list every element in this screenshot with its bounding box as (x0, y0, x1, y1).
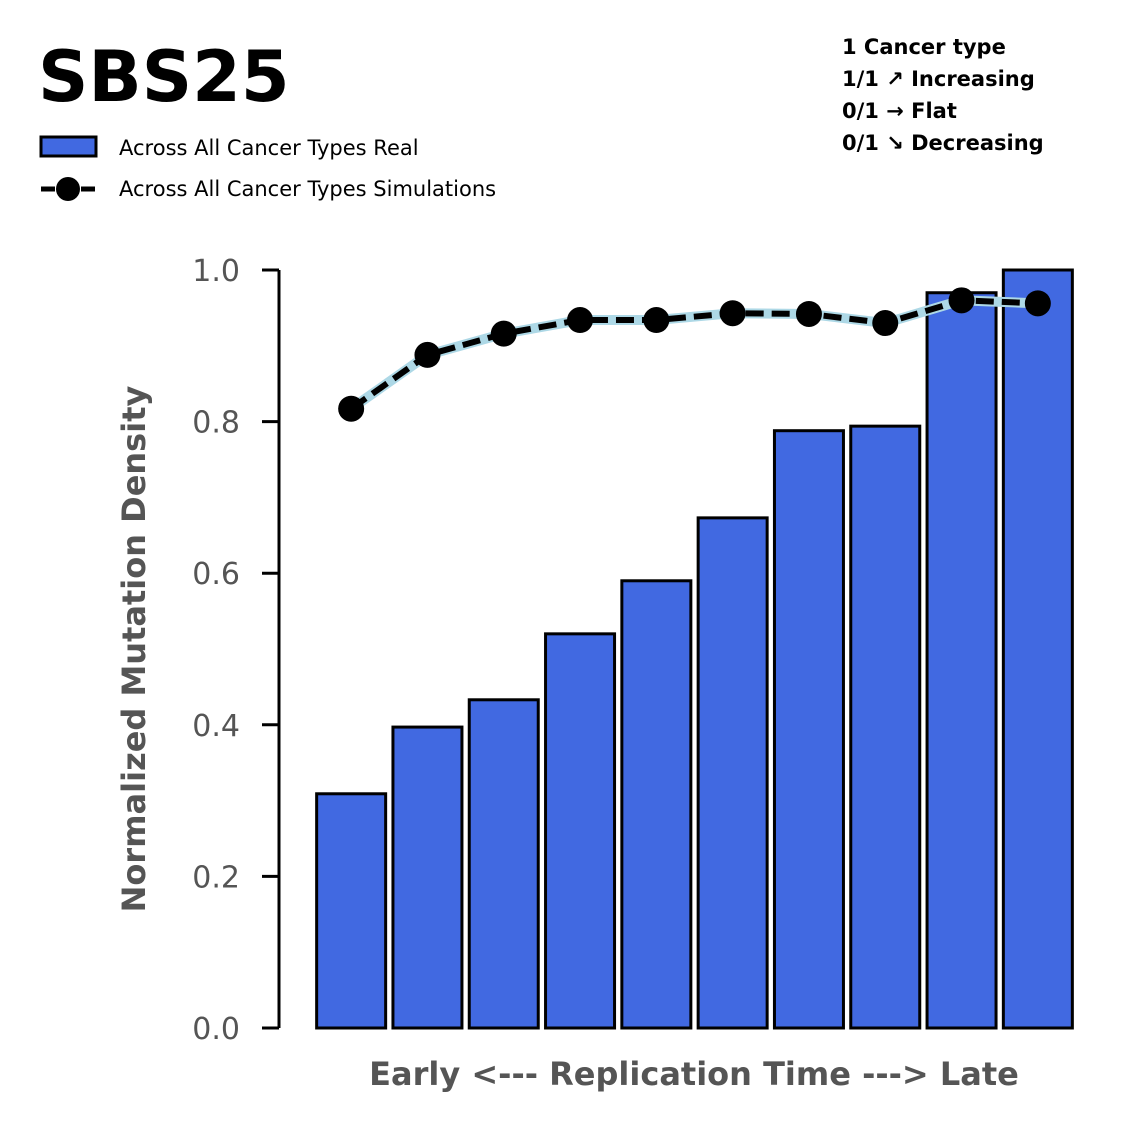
bar (315, 792, 388, 1030)
annotation-line: 0/1 ↘ Decreasing (842, 131, 1044, 155)
chart-title: SBS25 (38, 36, 290, 118)
annotation-line: 1/1 ↗ Increasing (842, 67, 1035, 91)
simulation-point (490, 320, 517, 347)
simulation-point (1024, 290, 1051, 317)
y-tick-label: 0.6 (192, 557, 240, 592)
y-axis: 0.0 0.2 0.4 0.6 0.8 1.0 (192, 254, 281, 1047)
bar (467, 698, 540, 1030)
bar (772, 429, 845, 1030)
legend-swatch-real (39, 135, 98, 158)
simulation-point (872, 310, 899, 337)
simulation-point (719, 300, 746, 327)
legend: Across All Cancer Types Real Across All … (39, 135, 496, 201)
bar (696, 516, 769, 1030)
legend-marker-sim (56, 177, 80, 201)
simulation-point (643, 307, 670, 334)
y-tick-label: 0.4 (192, 709, 240, 744)
y-tick-label: 0.8 (192, 406, 240, 441)
y-tick-label: 1.0 (192, 254, 240, 289)
bar (925, 291, 998, 1030)
y-axis-label: Normalized Mutation Density (115, 386, 153, 913)
legend-label-sim: Across All Cancer Types Simulations (119, 177, 496, 201)
annotation-line: 1 Cancer type (842, 35, 1006, 59)
stats-annotation: 1 Cancer type 1/1 ↗ Increasing 0/1 → Fla… (842, 35, 1044, 155)
simulation-point (414, 341, 441, 368)
bar (1001, 268, 1074, 1030)
bar (544, 632, 617, 1030)
simulation-dashed-line (349, 297, 1038, 412)
x-axis-label: Early <--- Replication Time ---> Late (369, 1055, 1019, 1093)
bar (849, 424, 922, 1030)
simulation-point (948, 287, 975, 314)
simulation-point (567, 307, 594, 334)
simulation-line (338, 287, 1051, 422)
annotation-line: 0/1 → Flat (842, 99, 957, 123)
simulation-point (795, 300, 822, 327)
bars (315, 268, 1074, 1030)
bar (620, 579, 693, 1030)
simulation-point (338, 395, 365, 422)
bar (391, 725, 464, 1030)
legend-label-real: Across All Cancer Types Real (119, 136, 419, 160)
y-tick-label: 0.2 (192, 860, 240, 895)
y-tick-label: 0.0 (192, 1012, 240, 1047)
